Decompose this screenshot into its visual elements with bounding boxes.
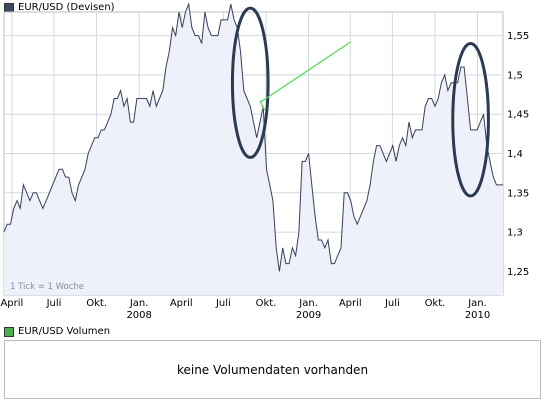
price-area-fill — [4, 4, 503, 295]
annotation-trendline-stub — [259, 100, 266, 111]
y-tick-label: 1,35 — [507, 188, 529, 199]
x-tick-label: April — [0, 298, 23, 309]
volume-chart-legend: EUR/USD Volumen — [4, 326, 110, 338]
y-tick-label: 1,4 — [507, 149, 523, 160]
x-year-label: 2008 — [126, 310, 151, 321]
x-year-label: 2009 — [296, 310, 321, 321]
no-volume-message: keine Volumendaten vorhanden — [176, 362, 369, 377]
price-line — [3, 2, 503, 272]
y-tick-label: 1,5 — [507, 70, 523, 81]
x-tick-label: Juli — [384, 298, 400, 309]
x-tick-label: Jan. — [467, 298, 487, 309]
annotation-trendline — [259, 41, 352, 103]
x-tick-label: Juli — [46, 298, 62, 309]
x-tick-label: Juli — [215, 298, 231, 309]
x-tick-label: April — [339, 298, 362, 309]
x-year-label: 2010 — [465, 310, 490, 321]
price-chart: 1,25 1,3 1,35 1,4 1,45 1,5 1,55 April Juli Okt. Ja… — [0, 2, 529, 321]
x-tick-label: Okt. — [86, 298, 107, 309]
annotation-ellipse — [451, 41, 490, 198]
x-tick-label: Okt. — [256, 298, 277, 309]
tick-note: 1 Tick = 1 Woche — [10, 282, 84, 292]
y-tick-label: 1,45 — [507, 110, 529, 121]
x-tick-label: April — [170, 298, 193, 309]
price-legend-label: EUR/USD (Devisen) — [18, 2, 115, 13]
x-tick-label: Okt. — [425, 298, 446, 309]
x-tick-label: Jan. — [298, 298, 318, 309]
volume-panel: keine Volumendaten vorhanden — [4, 340, 541, 399]
annotation-ellipse — [230, 6, 270, 159]
volume-legend-label: EUR/USD Volumen — [18, 326, 111, 337]
y-tick-label: 1,3 — [507, 228, 523, 239]
x-tick-label: Jan. — [129, 298, 149, 309]
y-tick-label: 1,55 — [507, 31, 529, 42]
volume-legend-swatch — [4, 327, 14, 337]
y-tick-label: 1,25 — [507, 267, 529, 278]
